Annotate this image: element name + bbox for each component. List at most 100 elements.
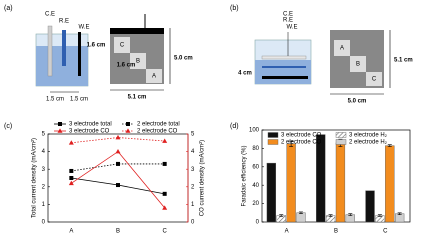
- electrolyte: [255, 60, 311, 84]
- charts: (c) 0 1 2 3 4 5 0 1 2 3 4 5 Total current density (mA…: [4, 122, 411, 235]
- y2-tick-label: 2: [191, 184, 195, 190]
- legend-label: 3 electrode H₂: [349, 133, 388, 139]
- square: [130, 53, 146, 69]
- square: [350, 56, 366, 72]
- y-tick-label: 5: [42, 132, 46, 138]
- square-label: C: [372, 77, 377, 83]
- legend-label: 2 electrode CO: [137, 129, 178, 135]
- counter-electrode: [261, 55, 307, 60]
- diagram-b: (b) C.E R.E W.E 4 cm A B C 5.1 cm 5.0 cm: [230, 5, 413, 105]
- legend-label: 3 electrode CO: [281, 133, 322, 139]
- marker: [69, 168, 74, 173]
- working-electrode: [78, 32, 81, 76]
- bar: [335, 142, 346, 223]
- y-tick-label: 0: [42, 220, 46, 226]
- bar: [316, 134, 326, 223]
- bar: [296, 212, 306, 223]
- y-axis-label: Total current density (mA/cm²): [32, 138, 38, 218]
- x-tick-label: B: [334, 229, 338, 235]
- y2-axis-label: CO current density (mA/cm²): [200, 140, 206, 216]
- marker: [115, 149, 121, 154]
- dimension-label: 4 cm: [238, 71, 252, 77]
- working-electrode: [262, 76, 308, 79]
- y2-tick-label: 1: [191, 202, 195, 208]
- counter-electrode: [47, 25, 53, 77]
- error-bar: [377, 214, 382, 217]
- error-bar: [279, 214, 284, 217]
- marker: [68, 180, 74, 186]
- legend-label: 3 electrode total: [69, 122, 112, 128]
- y-axis-label: Faradaic efficiency (%): [242, 146, 248, 207]
- contact: [110, 28, 164, 34]
- legend-label: 2 electrode CO: [281, 140, 322, 146]
- marker: [162, 161, 167, 166]
- y2-tick-label: 3: [191, 167, 195, 173]
- square: [334, 40, 350, 56]
- y2-tick-label: 5: [191, 132, 195, 138]
- square-label: B: [136, 59, 140, 65]
- marker: [115, 134, 121, 140]
- x-tick-label: B: [116, 229, 120, 235]
- panel-label: (b): [230, 5, 239, 12]
- marker: [116, 161, 120, 166]
- legend-marker: [125, 128, 131, 133]
- y-tick-label: 80: [252, 146, 259, 152]
- dimension-label: 1.5 cm: [46, 97, 64, 103]
- marker: [162, 138, 168, 143]
- square: [146, 69, 162, 83]
- dimension-label: 5.0 cm: [348, 99, 367, 105]
- square-label: C: [120, 43, 125, 49]
- error-bar: [348, 213, 353, 216]
- square-label: B: [356, 62, 360, 68]
- panel-label: (c): [4, 123, 12, 130]
- marker: [69, 176, 74, 180]
- bar: [385, 145, 395, 223]
- bar: [365, 190, 375, 223]
- legend-label: 2 electrode H₂: [349, 140, 388, 146]
- electrode-label: C.E: [45, 12, 55, 18]
- legend-label: 2 electrode total: [137, 122, 180, 128]
- error-bar: [298, 211, 303, 215]
- bar: [395, 213, 405, 223]
- dimension-label: 5.0 cm: [174, 56, 193, 62]
- legend-marker: [58, 122, 62, 126]
- legend-swatch: [335, 139, 347, 145]
- y-tick-label: 60: [252, 164, 259, 170]
- error-bar: [328, 214, 333, 217]
- electrode-label: W.E: [286, 25, 297, 31]
- y-tick-label: 3: [42, 167, 46, 173]
- y-tick-label: 0: [256, 220, 260, 226]
- y2-tick-label: 4: [191, 149, 195, 155]
- line: [71, 137, 165, 144]
- y-tick-label: 1: [42, 202, 46, 208]
- marker: [116, 183, 120, 188]
- electrode-label: R.E: [283, 18, 293, 24]
- diagram-a: (a) C.E R.E W.E 1.5 cm 1.5 cm C B A 1.6 …: [4, 5, 193, 103]
- marker: [162, 191, 167, 196]
- panel-label: (d): [230, 123, 239, 130]
- square: [114, 37, 130, 53]
- legend-swatch: [267, 132, 279, 138]
- reference-electrode: [62, 30, 66, 66]
- square-label: A: [152, 74, 156, 80]
- electrode-label: C.E: [283, 12, 293, 18]
- dimension-label: 5.1 cm: [394, 58, 413, 64]
- legend-marker: [57, 128, 63, 133]
- y-tick-label: 4: [42, 149, 46, 155]
- y-tick-label: 100: [249, 128, 260, 134]
- line: [71, 163, 165, 172]
- y-tick-label: 2: [42, 184, 46, 190]
- error-bar: [289, 140, 294, 147]
- x-tick-label: C: [162, 229, 167, 235]
- marker: [162, 205, 168, 210]
- bar: [286, 143, 296, 223]
- dimension-label: 1.5 cm: [70, 97, 88, 103]
- dimension-label: 1.6 cm: [117, 63, 136, 69]
- y2-tick-label: 0: [191, 220, 195, 226]
- x-tick-label: A: [69, 229, 73, 235]
- electrode-label: R.E: [59, 19, 69, 25]
- reference-electrode: [262, 66, 306, 68]
- x-tick-label: A: [285, 229, 289, 235]
- electrode-label: W.E: [78, 25, 89, 31]
